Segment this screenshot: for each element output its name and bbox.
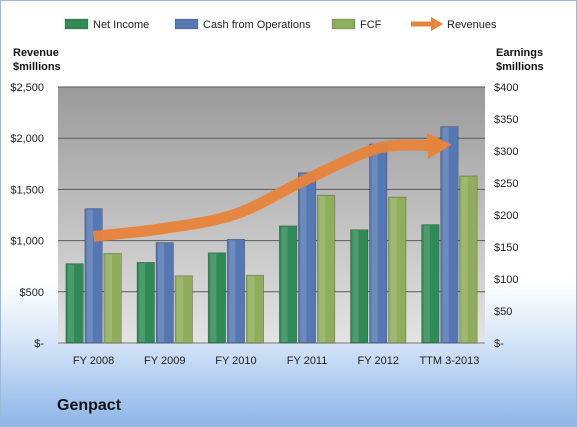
x-axis-ticks: FY 2008 FY 2009 FY 2010 FY 2011 FY 2012 TTM 3… [73, 355, 479, 367]
bar-fcf [245, 274, 264, 344]
bar-fcf [174, 275, 193, 344]
right-axis-ticks: $- $50 $100 $150 $200 $250 $300 $350 $400 [494, 82, 518, 350]
legend-label: Net Income [93, 19, 149, 31]
x-tick-label: FY 2008 [73, 355, 114, 367]
bar-highlight [248, 276, 255, 342]
bar-highlight [300, 173, 307, 342]
x-tick-label: FY 2010 [215, 355, 256, 367]
bar-fcf [317, 194, 336, 344]
bar-fcf [459, 175, 478, 344]
bar-highlight [371, 144, 378, 342]
right-tick-label: $200 [494, 210, 518, 222]
bar-highlight [67, 264, 74, 342]
bar-highlight [352, 230, 359, 342]
gridlines [58, 86, 485, 344]
legend-swatch [331, 18, 356, 30]
bar-highlight [442, 127, 449, 343]
bar-cash-from-operations [298, 172, 317, 344]
right-tick-label: $100 [494, 274, 518, 286]
revenue-line [92, 132, 452, 242]
left-tick-label: $- [34, 338, 44, 350]
legend-label: Cash from Operations [203, 19, 311, 31]
bar-fcf [388, 196, 407, 344]
revenue-series-line [92, 139, 435, 242]
bar-highlight [86, 209, 93, 342]
left-axis-title: $millions [13, 61, 61, 73]
revenue-arrow-head [426, 132, 452, 159]
plot-area [58, 87, 485, 343]
left-axis-title: Revenue [13, 47, 59, 59]
bar-net-income [136, 262, 155, 344]
right-tick-label: $50 [494, 306, 512, 318]
bar-highlight [390, 198, 397, 342]
bar-highlight [281, 226, 288, 342]
bar-cash-from-operations [155, 242, 174, 344]
left-tick-label: $2,000 [10, 133, 44, 145]
bar-cash-from-operations [84, 208, 103, 344]
bar-net-income [65, 263, 84, 344]
bar-highlight [461, 176, 468, 342]
legend-swatch [64, 18, 89, 30]
legend-label: Revenues [447, 19, 497, 31]
right-tick-label: $250 [494, 178, 518, 190]
bar-highlight [139, 263, 146, 342]
bar-highlight [158, 243, 165, 342]
bar-net-income [207, 252, 226, 344]
right-tick-label: $350 [494, 114, 518, 126]
bar-cash-from-operations [440, 126, 459, 344]
right-axis-title: $millions [496, 61, 544, 73]
right-tick-label: $300 [494, 146, 518, 158]
left-tick-label: $1,500 [10, 184, 44, 196]
left-tick-label: $2,500 [10, 82, 44, 94]
right-tick-label: $400 [494, 82, 518, 94]
bars [65, 126, 478, 344]
bar-highlight [423, 225, 430, 342]
bar-highlight [177, 276, 184, 342]
left-tick-label: $500 [20, 287, 44, 299]
bar-highlight [229, 240, 236, 342]
bar-net-income [350, 229, 369, 344]
axis-titles: Revenue $millions Earnings $millions [13, 47, 544, 73]
company-name: Genpact [57, 397, 122, 414]
x-tick-label: FY 2009 [144, 355, 185, 367]
bar-highlight [105, 254, 112, 342]
legend: Net Income Cash from Operations FCF Revenue… [64, 17, 497, 31]
right-tick-label: $- [494, 338, 504, 350]
bar-highlight [319, 196, 326, 342]
x-tick-label: FY 2011 [287, 355, 328, 367]
bar-net-income [421, 224, 440, 344]
legend-arrow-head [431, 17, 443, 31]
bar-highlight [210, 253, 217, 342]
legend-swatch [174, 18, 199, 30]
legend-label: FCF [360, 19, 382, 31]
x-tick-label: FY 2012 [358, 355, 399, 367]
x-tick-label: TTM 3-2013 [419, 355, 479, 367]
left-tick-label: $1,000 [10, 236, 44, 248]
right-axis-title: Earnings [496, 47, 543, 59]
left-axis-ticks: $- $500 $1,000 $1,500 $2,000 $2,500 [10, 82, 44, 350]
right-tick-label: $150 [494, 242, 518, 254]
bar-fcf [103, 253, 122, 344]
bar-cash-from-operations [226, 239, 245, 344]
bar-net-income [279, 225, 298, 344]
